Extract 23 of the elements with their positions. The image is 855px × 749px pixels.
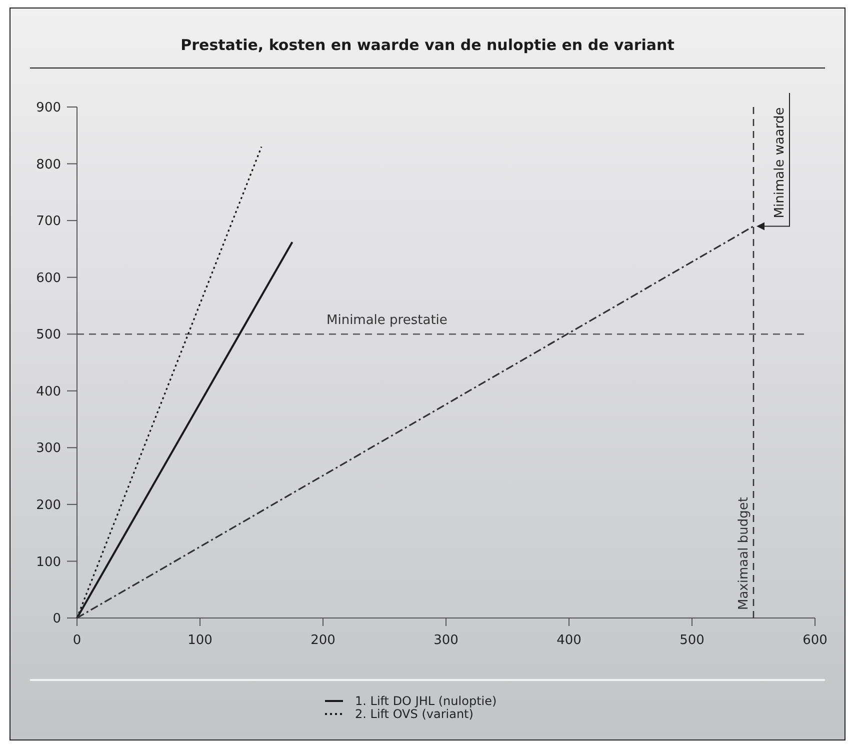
y-tick-label: 800 xyxy=(36,157,61,172)
y-tick-label: 200 xyxy=(36,498,61,513)
ref-line-label: Minimale prestatie xyxy=(326,313,448,328)
chart-title: Prestatie, kosten en waarde van de nuloptie en de variant xyxy=(180,36,674,54)
y-tick-label: 400 xyxy=(36,384,61,400)
y-tick-label: 0 xyxy=(52,612,61,627)
y-tick-label: 600 xyxy=(36,270,61,286)
y-tick-label: 700 xyxy=(36,214,61,230)
legend-label: 1. Lift DO JHL (nuloptie) xyxy=(355,694,497,708)
y-tick-label: 300 xyxy=(36,441,61,456)
y-tick-label: 900 xyxy=(36,100,61,116)
x-tick-label: 300 xyxy=(434,633,458,648)
x-tick-label: 500 xyxy=(680,633,704,648)
x-tick-label: 600 xyxy=(802,633,828,648)
x-tick-label: 200 xyxy=(310,633,336,648)
annotation: Minimale waarde xyxy=(772,107,788,218)
x-tick-label: 100 xyxy=(188,633,212,648)
ref-line-label: Maximaal budget xyxy=(736,497,752,610)
x-tick-label: 400 xyxy=(556,633,582,648)
legend-label: 2. Lift OVS (variant) xyxy=(355,707,474,721)
y-tick-label: 500 xyxy=(36,328,61,343)
y-tick-label: 100 xyxy=(36,554,61,570)
x-tick-label: 0 xyxy=(72,633,82,648)
